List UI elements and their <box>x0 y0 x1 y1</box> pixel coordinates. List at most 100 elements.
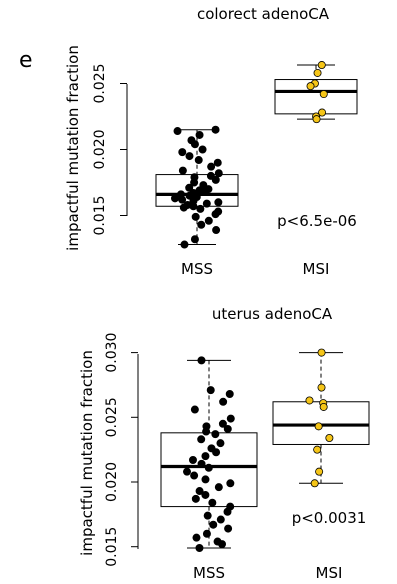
data-points <box>183 348 334 552</box>
y-axis-label: impactful mutation fraction <box>64 45 82 251</box>
data-point-msi <box>317 383 326 392</box>
data-point-mss <box>202 427 211 436</box>
data-point-mss <box>178 195 187 204</box>
data-point-mss <box>223 424 232 433</box>
data-point-mss <box>211 430 220 439</box>
data-point-mss <box>206 386 215 395</box>
data-point-mss <box>195 487 204 496</box>
data-point-mss <box>219 397 228 406</box>
data-point-msi <box>306 82 315 91</box>
data-point-msi <box>313 68 322 77</box>
data-point-mss <box>209 520 218 529</box>
data-point-mss <box>188 456 197 465</box>
data-point-mss <box>191 212 200 221</box>
data-point-msi <box>313 445 322 454</box>
data-point-mss <box>190 235 199 244</box>
data-point-mss <box>178 148 187 157</box>
data-point-mss <box>180 240 189 249</box>
data-point-mss <box>214 169 223 178</box>
data-point-mss <box>197 459 206 468</box>
data-point-mss <box>226 479 235 488</box>
y-tick-label: 0.025 <box>92 63 108 103</box>
x-tick-label-msi: MSI <box>303 260 330 278</box>
data-point-mss <box>214 483 223 492</box>
data-point-mss <box>178 166 187 175</box>
data-point-mss <box>201 452 210 461</box>
data-point-mss <box>190 178 199 187</box>
data-point-msi <box>319 90 328 99</box>
y-axis-ticks: 0.015 0.020 0.025 0.030 <box>104 333 138 567</box>
data-point-mss <box>226 414 235 423</box>
panel-letter: e <box>19 48 33 73</box>
data-point-mss <box>224 524 233 533</box>
data-point-mss <box>196 204 205 213</box>
data-point-mss <box>185 152 194 161</box>
y-tick-label: 0.015 <box>104 527 120 567</box>
data-point-mss <box>194 156 203 165</box>
p-value-annotation: p<6.5e-06 <box>277 212 357 230</box>
data-point-mss <box>201 490 210 499</box>
y-tick-label: 0.025 <box>104 397 120 437</box>
data-point-mss <box>214 198 223 207</box>
data-point-mss <box>191 494 200 503</box>
data-point-mss <box>189 202 198 211</box>
data-point-mss <box>179 203 188 212</box>
data-point-mss <box>200 187 209 196</box>
data-point-mss <box>198 145 207 154</box>
data-point-mss <box>185 183 194 192</box>
data-point-mss <box>197 220 206 229</box>
data-point-mss <box>213 158 222 167</box>
data-point-mss <box>190 405 199 414</box>
chart-title: colorect adenoCA <box>197 5 330 23</box>
colorect-panel: colorect adenoCA impactful mutation frac… <box>64 5 358 278</box>
data-points <box>171 61 328 249</box>
data-point-mss <box>173 127 182 136</box>
data-point-mss <box>171 194 180 203</box>
x-tick-label-mss: MSS <box>193 564 225 582</box>
data-point-mss <box>225 390 234 399</box>
data-point-msi <box>319 402 328 411</box>
data-point-msi <box>314 422 323 431</box>
data-point-msi <box>325 434 334 443</box>
data-point-mss <box>208 498 217 507</box>
uterus-panel: uterus adenoCA impactful mutation fracti… <box>78 305 370 582</box>
data-point-mss <box>190 471 199 480</box>
data-point-mss <box>190 140 199 149</box>
data-point-msi <box>317 61 326 70</box>
data-point-mss <box>218 419 227 428</box>
y-tick-label: 0.020 <box>104 462 120 502</box>
y-axis-ticks: 0.015 0.020 0.025 <box>92 63 127 236</box>
data-point-mss <box>197 356 206 365</box>
data-point-mss <box>204 216 213 225</box>
y-tick-label: 0.030 <box>104 333 120 373</box>
data-point-mss <box>197 435 206 444</box>
data-point-mss <box>216 515 225 524</box>
data-point-mss <box>203 511 212 520</box>
p-value-annotation: p<0.0031 <box>292 509 367 527</box>
data-point-mss <box>195 543 204 552</box>
data-point-mss <box>218 540 227 549</box>
data-point-mss <box>211 210 220 219</box>
data-point-msi <box>305 396 314 405</box>
data-point-mss <box>211 125 220 134</box>
data-point-mss <box>202 199 211 208</box>
data-point-mss <box>212 226 221 235</box>
chart-title: uterus adenoCA <box>212 305 333 323</box>
data-point-mss <box>192 533 201 542</box>
data-point-msi <box>310 479 319 488</box>
data-point-mss <box>195 130 204 139</box>
data-point-mss <box>211 175 220 184</box>
data-point-msi <box>312 115 321 124</box>
x-tick-label-msi: MSI <box>316 564 343 582</box>
data-point-mss <box>204 463 213 472</box>
y-tick-label: 0.015 <box>92 195 108 235</box>
data-point-mss <box>201 475 210 484</box>
data-point-mss <box>216 439 225 448</box>
y-tick-label: 0.020 <box>92 129 108 169</box>
data-point-mss <box>223 507 232 516</box>
data-point-msi <box>317 348 326 357</box>
data-point-msi <box>315 467 324 476</box>
data-point-mss <box>212 448 221 457</box>
data-point-mss <box>202 529 211 538</box>
